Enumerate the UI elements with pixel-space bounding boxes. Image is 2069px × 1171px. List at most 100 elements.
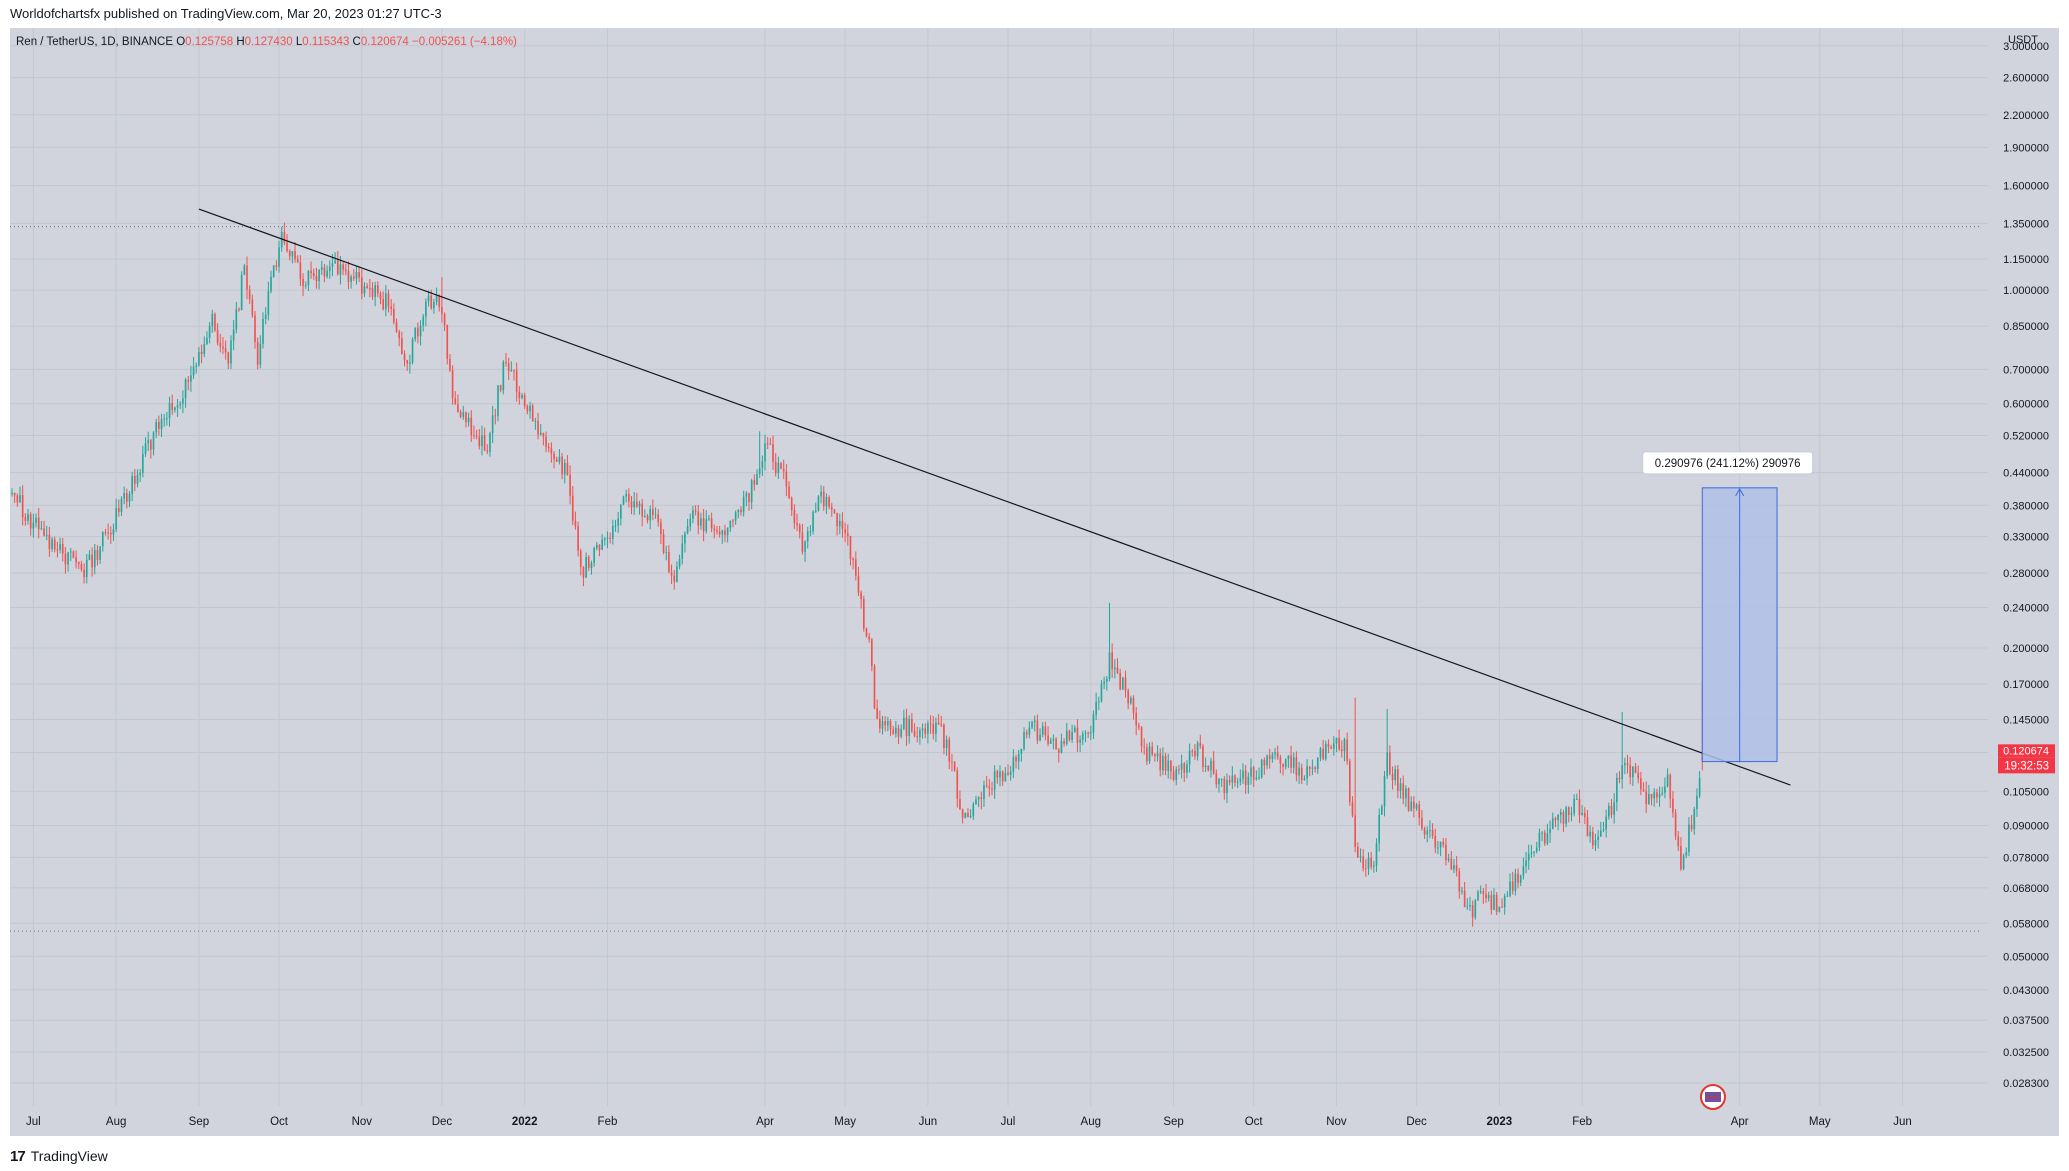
candle-body <box>649 509 652 521</box>
candle-body <box>566 462 569 475</box>
candle-body <box>449 358 451 371</box>
candle-body <box>1306 766 1308 779</box>
candle-body <box>1194 750 1196 757</box>
candle-body <box>187 379 190 382</box>
candle-body <box>1183 763 1186 773</box>
time-tick-label: Jun <box>1893 1116 1912 1128</box>
candle-body <box>1260 759 1263 778</box>
price-tick-label: 0.330000 <box>2003 532 2049 544</box>
candle-body <box>315 276 318 282</box>
candle-body <box>1135 712 1138 726</box>
candle-body <box>411 339 414 363</box>
candle-body <box>1252 767 1255 780</box>
candle-body <box>1346 739 1348 762</box>
candle-body <box>903 717 905 729</box>
candle-body <box>286 242 288 251</box>
candle-body <box>1033 720 1036 723</box>
candle-body <box>398 331 401 339</box>
candle-body <box>1431 829 1434 836</box>
time-tick-label: May <box>834 1116 856 1128</box>
candle-body <box>1535 847 1538 852</box>
candle-body <box>1044 726 1047 736</box>
candle-body <box>1423 828 1426 835</box>
time-tick-label: Sep <box>1163 1116 1183 1128</box>
candle-body <box>326 270 328 277</box>
candle-body <box>518 391 521 398</box>
price-tick-label: 0.028300 <box>2003 1078 2049 1090</box>
candle-body <box>1589 831 1591 837</box>
candle-body <box>873 666 876 709</box>
candle-body <box>1530 852 1533 854</box>
candle-body <box>1236 781 1239 783</box>
candle-body <box>745 493 748 497</box>
candle-body <box>1012 757 1015 772</box>
candle-body <box>1616 777 1618 803</box>
candle-body <box>280 232 283 248</box>
candle-body <box>216 330 219 344</box>
candle-body <box>993 771 996 790</box>
candle-body <box>1087 732 1089 734</box>
candle-body <box>830 506 833 510</box>
candle-body <box>35 517 37 523</box>
candle-body <box>1324 743 1327 760</box>
candle-body <box>609 537 611 539</box>
candle-body <box>131 476 133 494</box>
candle-body <box>569 474 571 496</box>
trendline <box>198 208 1791 786</box>
candle-body <box>553 453 555 460</box>
candle-body <box>983 785 985 800</box>
candle-body <box>1522 866 1525 876</box>
candle-body <box>302 278 304 287</box>
candle-body <box>836 512 838 527</box>
candle-body <box>539 432 542 435</box>
candle-body <box>1613 802 1615 815</box>
candle-body <box>633 501 636 508</box>
candle-body <box>654 514 657 516</box>
candle-body <box>1196 743 1199 757</box>
candle-body <box>1175 769 1178 780</box>
candle-body <box>1327 743 1330 748</box>
candle-body <box>259 343 262 365</box>
candle-body <box>1490 895 1493 910</box>
candle-body <box>753 480 756 485</box>
candle-body <box>371 288 374 297</box>
price-tick-label: 0.105000 <box>2003 786 2049 798</box>
candle-body <box>507 363 510 371</box>
candle-body <box>740 509 742 513</box>
candle-body <box>288 250 291 257</box>
candle-body <box>1575 798 1578 800</box>
time-axis[interactable]: Jul Aug Sep Oct Nov Dec 2022 Feb Apr May Jun Jul Aug… <box>10 1106 2059 1136</box>
candle-body <box>956 770 959 800</box>
price-tick-label: 1.350000 <box>2003 218 2049 230</box>
candle-body <box>1557 814 1559 821</box>
time-tick-label: Apr <box>756 1116 774 1128</box>
candle-body <box>1148 746 1151 762</box>
chart-area[interactable]: USDT 3.000000 2.600000 2.200000 1.900000 1.60… <box>10 28 2059 1136</box>
candle-body <box>1111 652 1113 670</box>
candle-body <box>641 503 644 517</box>
price-tick-label: 1.600000 <box>2003 181 2049 193</box>
candle-body <box>433 302 435 309</box>
publisher-line: Worldofchartsfx published on TradingView… <box>10 6 442 21</box>
candle-body <box>828 497 830 507</box>
candle-body <box>838 520 841 527</box>
candle-body <box>1543 832 1546 844</box>
candle-body <box>1498 906 1501 912</box>
candle-body <box>1276 752 1279 758</box>
candle-body <box>1519 875 1522 883</box>
candle-body <box>619 504 622 519</box>
candle-body <box>1138 725 1140 728</box>
candle-body <box>427 295 430 302</box>
legend-part: L <box>296 36 303 48</box>
candle-body <box>438 295 441 308</box>
candle-body <box>782 468 785 472</box>
candle-body <box>457 404 459 412</box>
candle-body <box>1028 727 1031 735</box>
candle-body <box>652 509 654 515</box>
candle-body <box>109 532 112 535</box>
candle-body <box>1578 798 1581 816</box>
candle-body <box>1674 812 1677 837</box>
candle-body <box>1661 792 1664 795</box>
